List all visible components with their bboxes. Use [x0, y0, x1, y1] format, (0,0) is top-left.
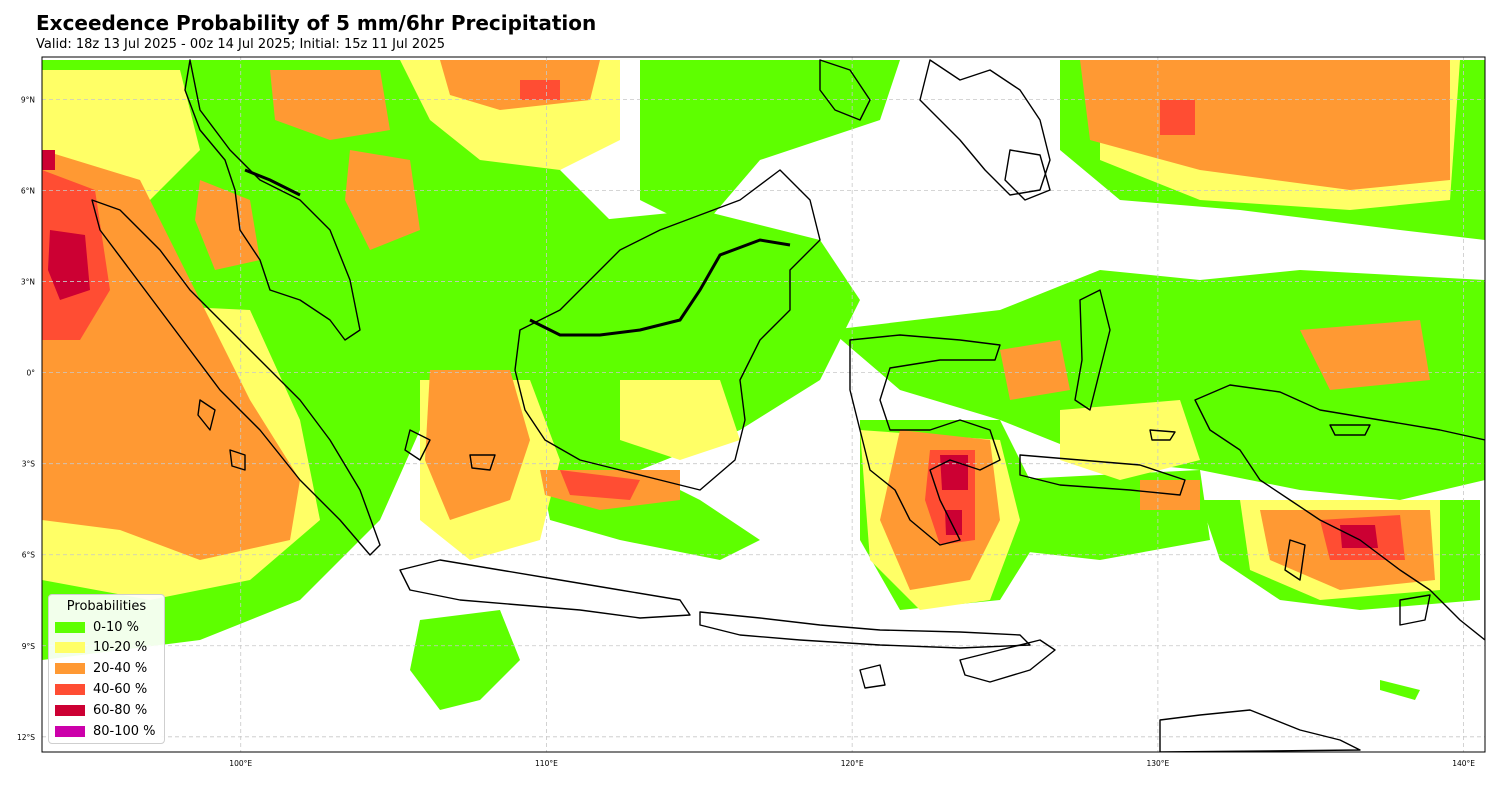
map-frame: [41, 56, 1486, 753]
legend-swatch: [55, 642, 85, 654]
legend-item: 0-10 %: [55, 619, 139, 635]
lat-tick-label: 6°S: [22, 551, 36, 560]
map-title: Exceedence Probability of 5 mm/6hr Preci…: [36, 11, 597, 35]
legend-title: Probabilities: [66, 599, 147, 614]
latitude-tick-labels: 9°N 6°N 3°N 0° 3°S 6°S 9°S 12°S: [17, 95, 35, 741]
legend-label: 10-20 %: [93, 640, 148, 656]
legend-label: 80-100 %: [93, 723, 156, 739]
lat-tick-label: 9°N: [21, 95, 35, 104]
legend-item: 10-20 %: [55, 640, 147, 656]
legend-item: 20-40 %: [55, 661, 147, 677]
lon-tick-label: 110°E: [535, 759, 558, 768]
legend-item: 80-100 %: [55, 723, 156, 739]
legend-label: 20-40 %: [93, 661, 148, 677]
lat-tick-label: 6°N: [21, 187, 35, 196]
longitude-tick-labels: 100°E 110°E 120°E 130°E 140°E: [229, 759, 1475, 768]
legend-item: 40-60 %: [55, 681, 147, 697]
lon-tick-label: 140°E: [1452, 759, 1475, 768]
legend-label: 0-10 %: [93, 619, 139, 635]
lon-tick-label: 120°E: [841, 759, 864, 768]
lon-tick-label: 130°E: [1146, 759, 1169, 768]
legend: Probabilities 0-10 % 10-20 % 20-40 % 40-60 …: [48, 594, 165, 744]
probability-field: [42, 60, 1485, 710]
legend-swatch: [55, 683, 85, 695]
lat-tick-label: 3°S: [22, 460, 36, 469]
legend-swatch: [55, 725, 85, 737]
borneo-border: [244, 168, 791, 337]
legend-swatch: [55, 663, 85, 675]
lon-tick-label: 100°E: [229, 759, 252, 768]
legend-item: 60-80 %: [55, 702, 147, 718]
lat-tick-label: 12°S: [17, 733, 35, 742]
map-subtitle: Valid: 18z 13 Jul 2025 - 00z 14 Jul 2025…: [36, 37, 446, 52]
lat-tick-label: 3°N: [21, 278, 35, 287]
legend-swatch: [55, 704, 85, 716]
legend-swatch: [55, 621, 85, 633]
legend-label: 40-60 %: [93, 681, 148, 697]
legend-label: 60-80 %: [93, 702, 148, 718]
lat-tick-label: 9°S: [22, 642, 36, 651]
lat-tick-label: 0°: [26, 369, 35, 378]
